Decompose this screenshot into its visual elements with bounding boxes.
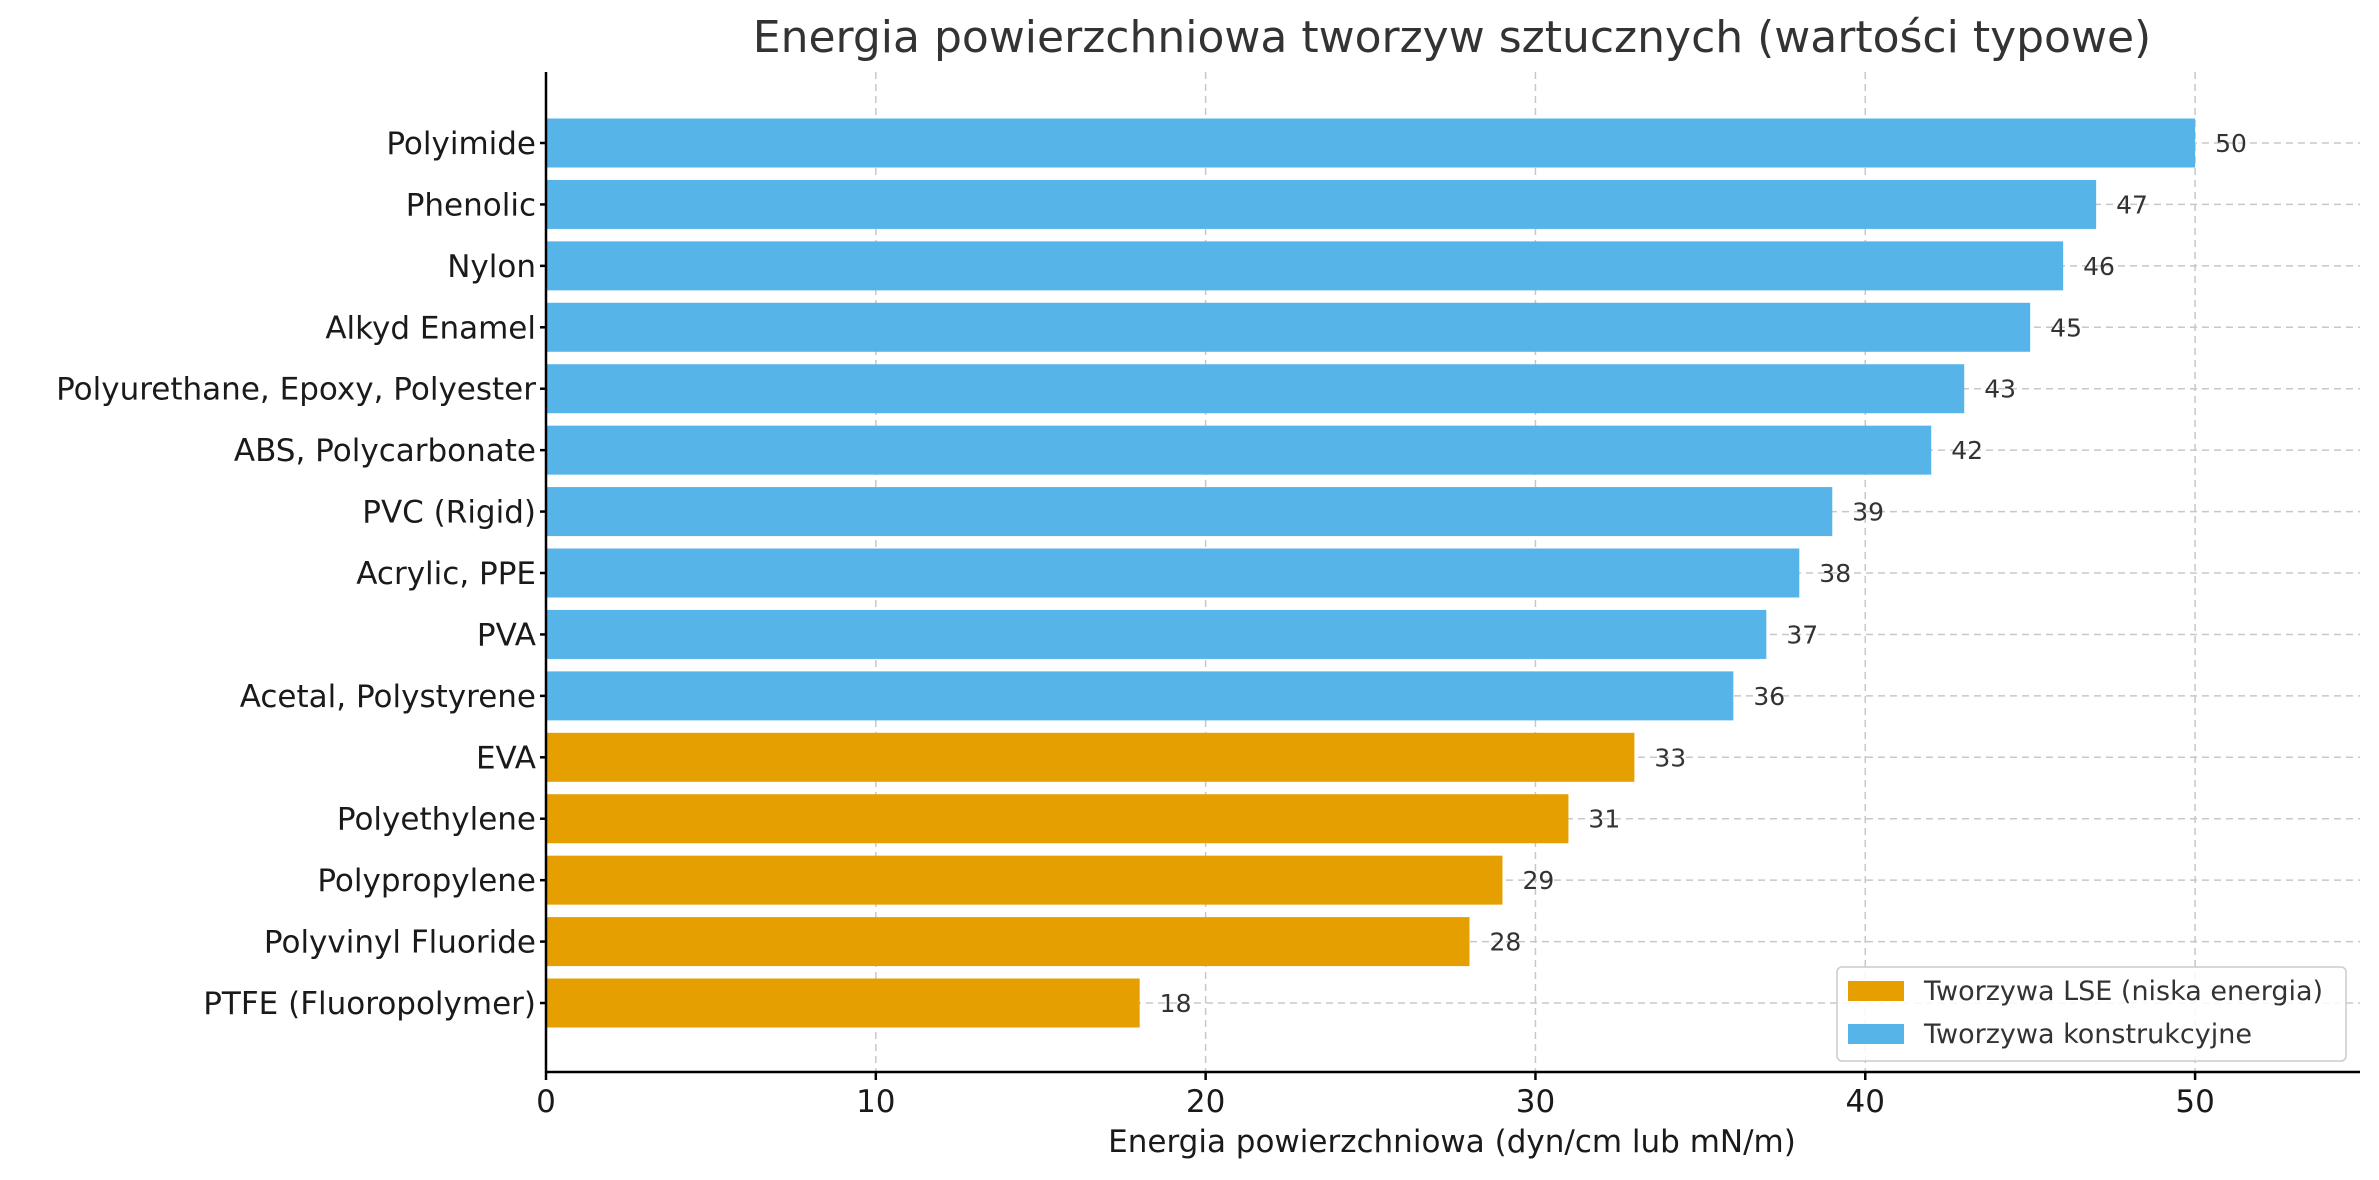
value-label-9: 42 [1951, 436, 1983, 465]
bar-14 [546, 118, 2196, 168]
category-label-13: Phenolic [406, 187, 536, 223]
x-tick-label-4: 40 [1846, 1084, 1885, 1120]
label-layer: PTFE (Fluoropolymer) 18 Polyvinyl Fluoride… [56, 126, 2247, 1120]
axis-layer [540, 72, 2360, 1080]
value-label-7: 38 [1819, 559, 1851, 588]
x-tick-label-2: 20 [1186, 1084, 1225, 1120]
category-label-9: ABS, Polycarbonate [234, 433, 536, 469]
value-label-14: 50 [2215, 129, 2247, 158]
category-label-10: Polyurethane, Epoxy, Polyester [56, 372, 536, 408]
value-label-6: 37 [1786, 620, 1818, 649]
bar-13 [546, 179, 2097, 229]
x-tick-label-1: 10 [856, 1084, 895, 1120]
value-label-1: 28 [1489, 928, 1521, 957]
category-label-1: Polyvinyl Fluoride [264, 925, 536, 961]
category-label-0: PTFE (Fluoropolymer) [203, 986, 536, 1022]
x-axis-label: Energia powierzchniowa (dyn/cm lub mN/m) [1108, 1124, 1796, 1160]
category-label-3: Polyethylene [337, 802, 536, 838]
bar-0 [546, 978, 1140, 1028]
bar-3 [546, 794, 1569, 844]
category-label-7: Acrylic, PPE [356, 556, 536, 592]
category-label-4: EVA [476, 740, 536, 776]
category-label-14: Polyimide [386, 126, 536, 162]
bar-6 [546, 609, 1767, 659]
legend-box [1836, 966, 2347, 1062]
bar-4 [546, 732, 1635, 782]
category-label-6: PVA [477, 617, 536, 653]
legend-swatch-eng [1848, 1024, 1904, 1044]
bar-7 [546, 548, 1800, 598]
value-label-3: 31 [1588, 805, 1620, 834]
chart-title: Energia powierzchniowa tworzyw sztucznyc… [753, 12, 2151, 63]
bar-1 [546, 917, 1470, 967]
legend-label-eng: Tworzywa konstrukcyjne [1923, 1019, 2252, 1050]
bar-12 [546, 241, 2064, 291]
category-label-2: Polypropylene [317, 863, 536, 899]
legend-label-lse: Tworzywa LSE (niska energia) [1923, 976, 2323, 1007]
bar-8 [546, 487, 1833, 537]
value-label-11: 45 [2050, 313, 2082, 342]
bar-layer [546, 118, 2196, 1028]
bar-10 [546, 364, 1965, 414]
value-label-8: 39 [1852, 498, 1884, 527]
bar-11 [546, 302, 2031, 352]
value-label-13: 47 [2116, 190, 2148, 219]
category-label-8: PVC (Rigid) [362, 495, 536, 531]
legend: Tworzywa LSE (niska energia) Tworzywa kon… [1836, 966, 2347, 1062]
category-label-11: Alkyd Enamel [325, 310, 536, 346]
value-label-2: 29 [1522, 866, 1554, 895]
category-label-5: Acetal, Polystyrene [240, 679, 536, 715]
value-label-4: 33 [1654, 743, 1686, 772]
value-label-0: 18 [1160, 989, 1192, 1018]
category-label-12: Nylon [447, 249, 536, 285]
bar-5 [546, 671, 1734, 721]
value-label-10: 43 [1984, 375, 2016, 404]
value-label-12: 46 [2083, 252, 2115, 281]
x-tick-label-5: 50 [2175, 1084, 2214, 1120]
value-label-5: 36 [1753, 682, 1785, 711]
legend-swatch-lse [1848, 981, 1904, 1001]
bar-2 [546, 855, 1503, 905]
x-tick-label-0: 0 [536, 1084, 556, 1120]
x-tick-label-3: 30 [1516, 1084, 1555, 1120]
bar-9 [546, 425, 1932, 475]
